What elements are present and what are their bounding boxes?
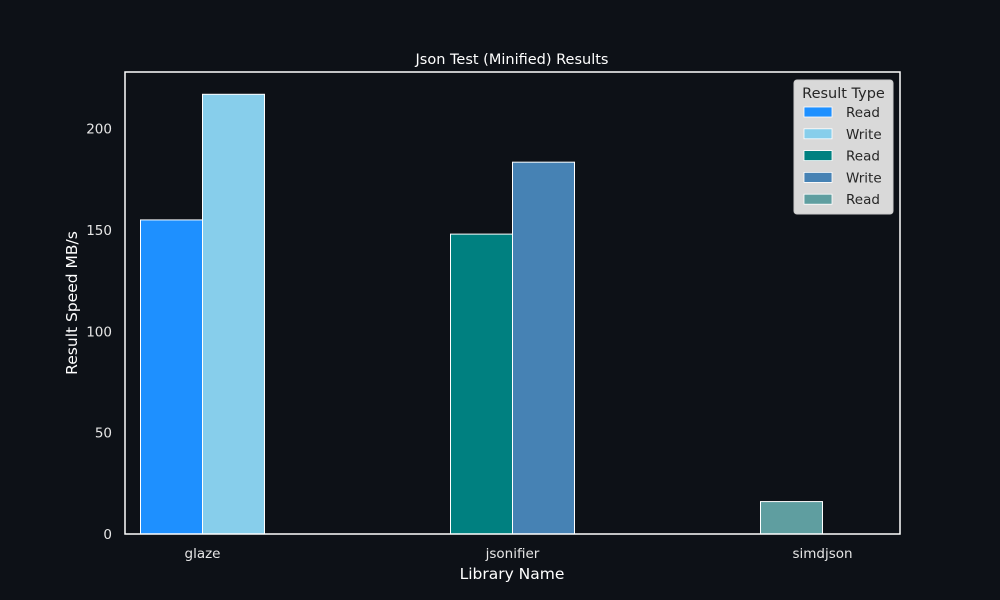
legend-label: Read	[846, 192, 880, 208]
legend-label: Read	[846, 149, 880, 165]
y-tick-label: 0	[103, 527, 112, 543]
x-axis-ticks: glaze jsonifier simdjson	[185, 546, 853, 562]
bar-jsonifier-read	[450, 233, 513, 535]
y-tick-label: 100	[86, 324, 112, 340]
y-tick-label: 50	[95, 426, 112, 442]
bars-layer	[140, 93, 823, 535]
bar-glaze-read	[140, 219, 203, 535]
legend-label: Write	[846, 170, 882, 186]
legend-swatch	[803, 128, 833, 140]
legend: Result Type Read Write Read Write Read	[793, 79, 894, 215]
legend-label: Write	[846, 127, 882, 143]
y-tick-label: 200	[86, 122, 112, 138]
y-axis-label: Result Speed MB/s	[63, 231, 81, 375]
bar-glaze-write	[202, 93, 265, 535]
legend-title: Result Type	[802, 86, 885, 102]
y-axis-ticks: 0 50 100 150 200	[86, 122, 112, 543]
x-tick-label: simdjson	[792, 546, 852, 562]
legend-label: Read	[846, 105, 880, 121]
x-tick-label: jsonifier	[485, 546, 540, 562]
bar-jsonifier-write	[512, 161, 575, 535]
x-axis-label: Library Name	[460, 565, 565, 583]
y-tick-label: 150	[86, 223, 112, 239]
legend-swatch	[803, 193, 833, 205]
bar-simdjson-read	[760, 501, 823, 535]
legend-swatch	[803, 150, 833, 162]
plot-frame	[124, 71, 901, 535]
legend-swatch	[803, 171, 833, 183]
chart-title: Json Test (Minified) Results	[415, 52, 609, 68]
legend-swatch	[803, 106, 833, 118]
x-tick-label: glaze	[185, 546, 221, 562]
